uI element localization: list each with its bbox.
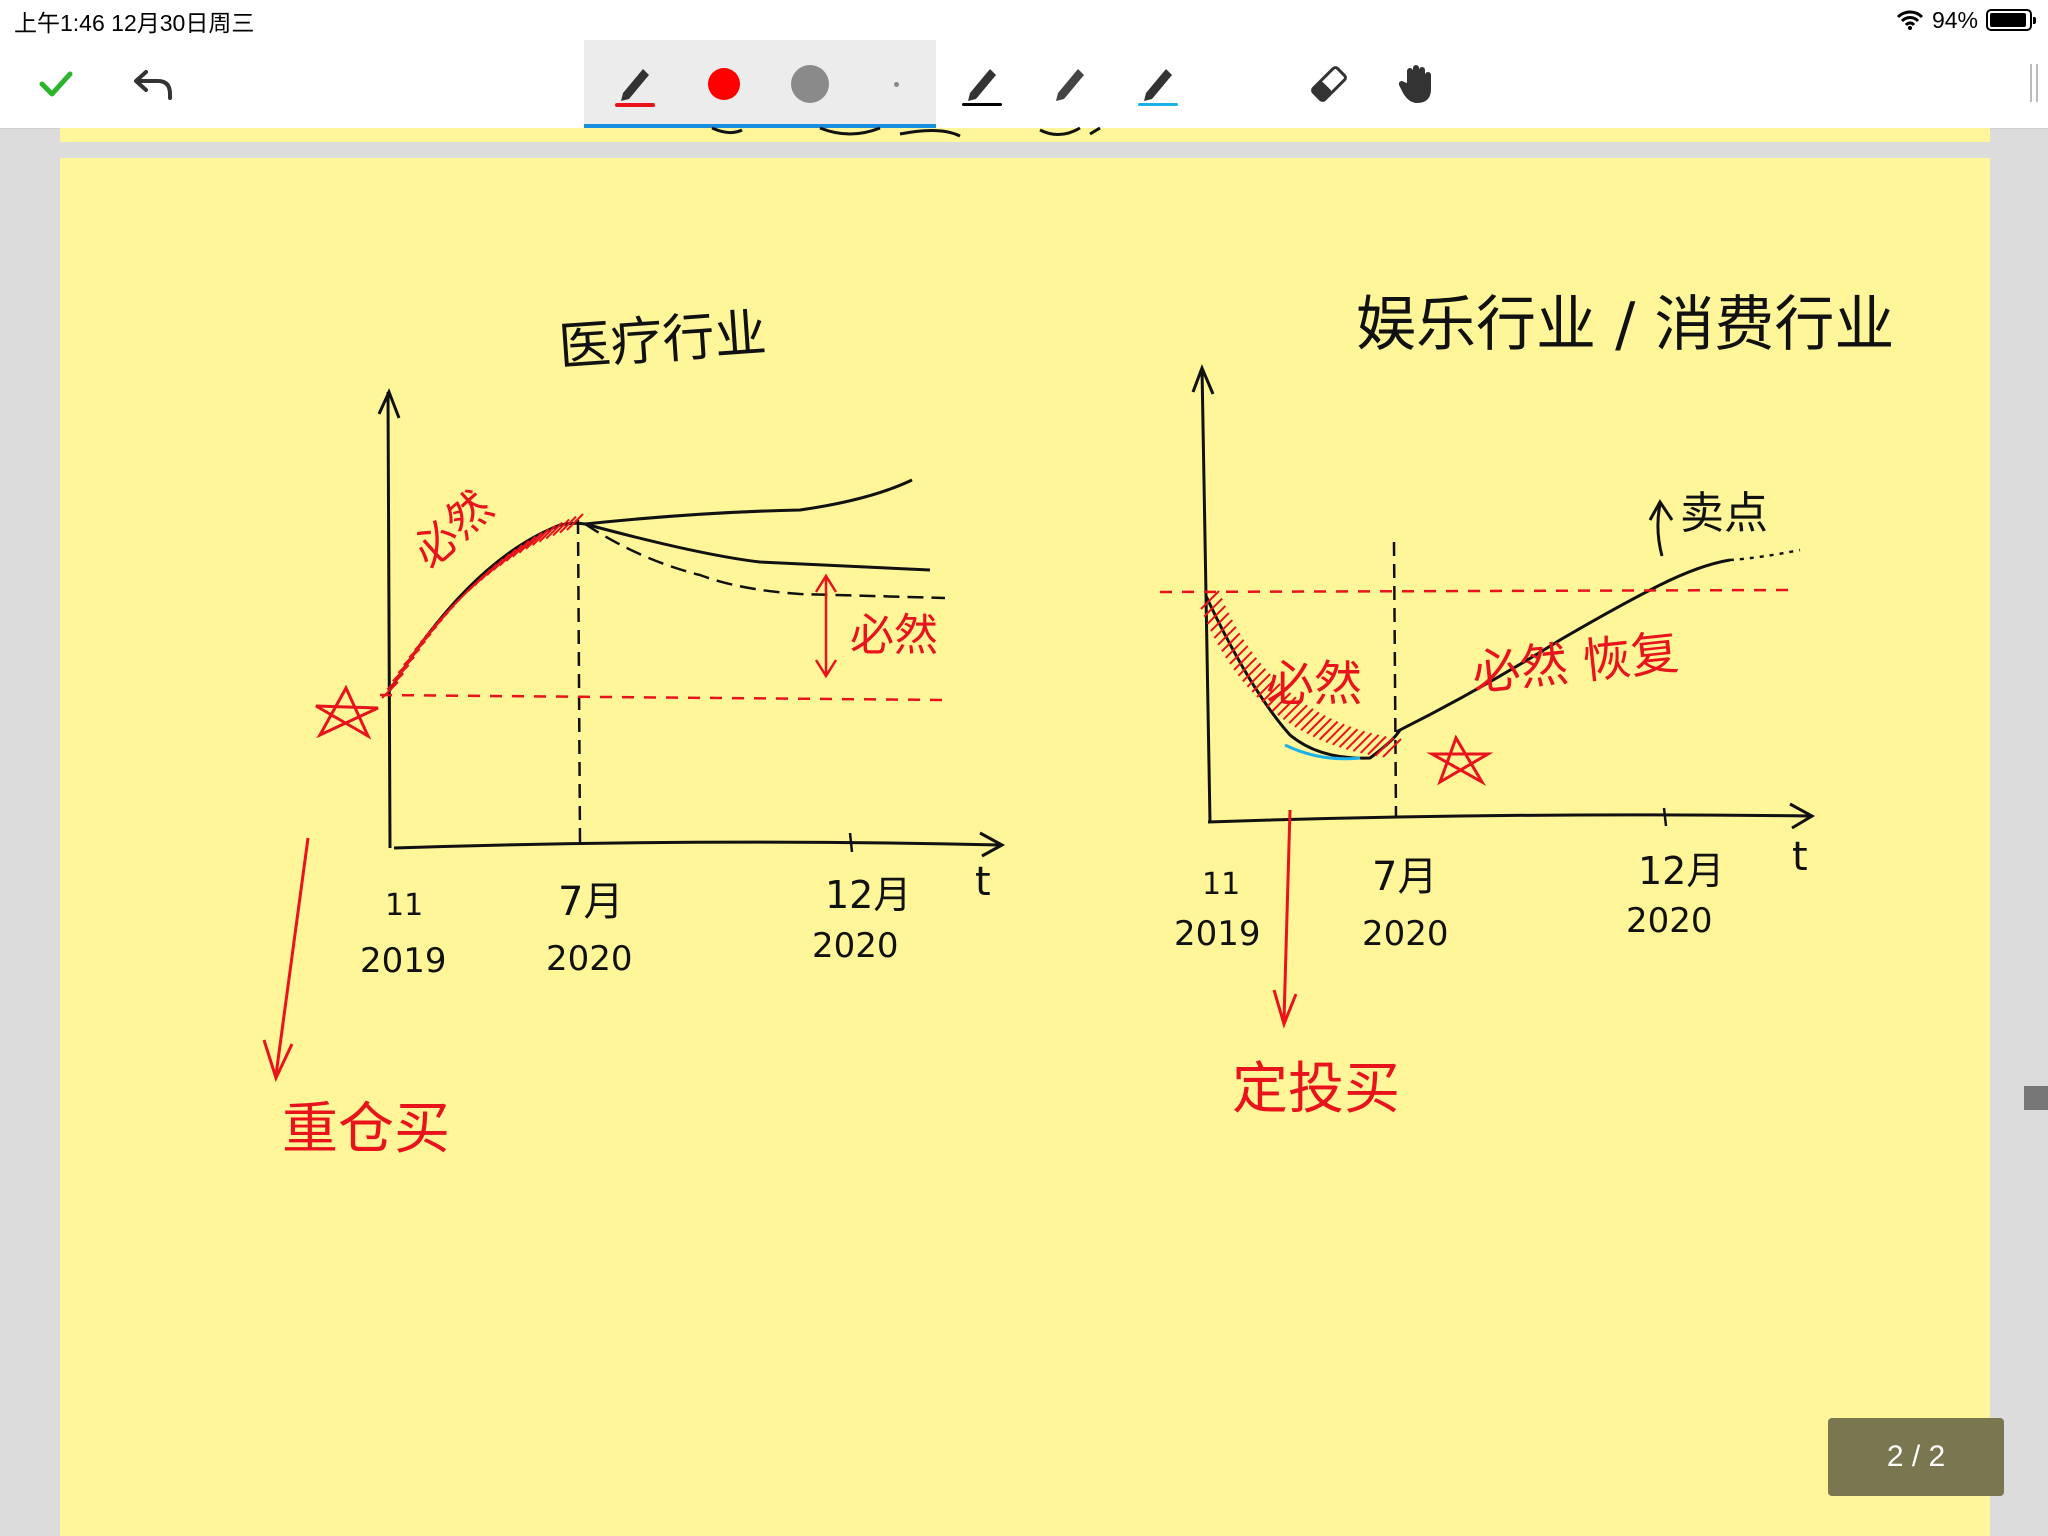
done-button[interactable] [30, 40, 82, 128]
thickness-small-button[interactable] [866, 40, 926, 128]
color-red-button[interactable] [694, 40, 754, 128]
pen-white-icon [1050, 69, 1090, 106]
eraser-button[interactable] [1302, 40, 1356, 128]
status-bar: 上午1:46 12月30日周三 94% [0, 0, 2048, 40]
small-dot [893, 81, 899, 87]
hand-tool-button[interactable] [1390, 40, 1444, 128]
gray-color-dot [791, 65, 829, 103]
pen-cyan-icon [1138, 69, 1178, 106]
battery-percent: 94% [1931, 6, 1978, 33]
pen-black-button[interactable] [954, 40, 1008, 128]
battery-icon [1986, 9, 2036, 31]
pen-white-button[interactable] [1042, 40, 1096, 128]
toolbar [0, 40, 2048, 129]
previous-page-edge [60, 128, 1990, 142]
pen-tool-button[interactable] [604, 40, 664, 128]
status-right: 94% [1896, 4, 2036, 36]
page-indicator: 2 / 2 [1828, 1418, 2004, 1496]
undo-button[interactable] [128, 40, 180, 128]
hand-icon [1398, 65, 1431, 103]
pen-cyan-button[interactable] [1130, 40, 1184, 128]
undo-icon [134, 70, 172, 100]
pen-icon [615, 69, 655, 107]
check-icon [39, 71, 73, 97]
pen-black-icon [962, 69, 1002, 106]
red-color-dot [708, 68, 740, 100]
pen-settings-group [584, 40, 936, 128]
color-gray-button[interactable] [780, 40, 840, 128]
wifi-icon [1896, 10, 1924, 30]
note-page[interactable] [60, 158, 1990, 1536]
scroll-marker[interactable] [2024, 1086, 2048, 1110]
status-time: 上午1:46 12月30日周三 [14, 10, 255, 36]
eraser-icon [1311, 66, 1347, 102]
toolbar-handle[interactable] [2030, 64, 2038, 102]
